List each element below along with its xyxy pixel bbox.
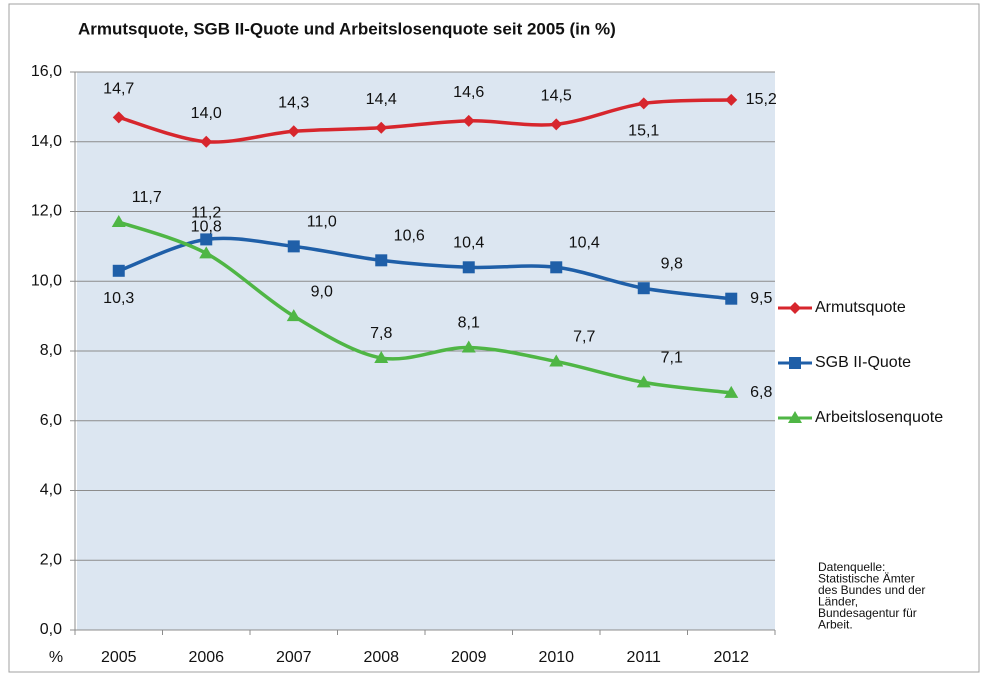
data-label: 15,2 bbox=[746, 91, 777, 108]
x-tick-label: 2009 bbox=[451, 649, 487, 666]
source-note: Bundesagentur für bbox=[818, 606, 917, 620]
y-tick-label: 4,0 bbox=[40, 482, 62, 499]
x-tick-label: 2010 bbox=[538, 649, 574, 666]
x-tick-label: 2007 bbox=[276, 649, 312, 666]
marker bbox=[636, 375, 651, 388]
data-label: 14,5 bbox=[541, 88, 572, 105]
data-label: 9,8 bbox=[661, 255, 683, 272]
data-label: 10,4 bbox=[453, 235, 484, 252]
source-note: Arbeit. bbox=[818, 618, 853, 632]
chart-title: Armutsquote, SGB II-Quote und Arbeitslos… bbox=[78, 19, 616, 38]
marker bbox=[550, 118, 563, 131]
x-tick-label: 2011 bbox=[627, 649, 662, 666]
x-tick-label: 2008 bbox=[363, 649, 399, 666]
data-label: 8,1 bbox=[458, 315, 480, 332]
y-tick-label: 12,0 bbox=[31, 203, 62, 220]
data-label: 11,0 bbox=[307, 214, 337, 231]
marker bbox=[112, 264, 125, 277]
y-tick-label: 16,0 bbox=[31, 63, 62, 80]
legend-label: SGB II-Quote bbox=[815, 354, 911, 371]
y-tick-label: 6,0 bbox=[40, 412, 62, 429]
marker bbox=[287, 240, 300, 253]
source-note: Länder, bbox=[818, 595, 858, 609]
marker bbox=[725, 93, 738, 106]
data-label: 14,6 bbox=[453, 84, 484, 101]
y-tick-label: 8,0 bbox=[40, 342, 62, 359]
marker bbox=[462, 261, 475, 274]
data-label: 7,1 bbox=[661, 350, 683, 367]
legend-label: Armutsquote bbox=[815, 299, 906, 316]
y-tick-label: 10,0 bbox=[31, 272, 62, 289]
data-label: 14,7 bbox=[103, 81, 134, 98]
marker bbox=[286, 309, 301, 322]
marker bbox=[287, 125, 300, 138]
marker bbox=[375, 254, 388, 267]
source-note: Datenquelle: bbox=[818, 560, 885, 574]
marker bbox=[550, 261, 563, 274]
marker bbox=[200, 233, 213, 246]
source-note: des Bundes und der bbox=[818, 583, 925, 597]
data-label: 10,6 bbox=[394, 228, 425, 245]
legend-label: Arbeitslosenquote bbox=[815, 409, 943, 426]
data-label: 7,7 bbox=[573, 329, 595, 346]
data-label: 11,2 bbox=[191, 205, 221, 222]
marker bbox=[375, 121, 388, 134]
data-label: 6,8 bbox=[750, 384, 772, 401]
y-tick-label: 14,0 bbox=[31, 133, 62, 150]
marker bbox=[549, 354, 564, 367]
marker bbox=[637, 97, 650, 110]
marker bbox=[374, 350, 389, 363]
marker bbox=[199, 246, 214, 259]
data-label: 10,3 bbox=[103, 290, 134, 307]
x-tick-label: 2012 bbox=[713, 649, 749, 666]
marker bbox=[724, 385, 739, 398]
x-tick-label: 2006 bbox=[188, 649, 224, 666]
marker bbox=[789, 357, 801, 369]
y-axis-label: % bbox=[49, 649, 63, 666]
data-label: 7,8 bbox=[370, 325, 392, 342]
marker bbox=[637, 282, 650, 295]
marker bbox=[789, 302, 801, 314]
y-tick-label: 2,0 bbox=[40, 551, 62, 568]
series-line bbox=[118, 220, 732, 395]
data-label: 14,4 bbox=[366, 91, 397, 108]
marker bbox=[111, 214, 126, 227]
x-tick-label: 2005 bbox=[101, 649, 137, 666]
marker bbox=[461, 340, 476, 353]
source-note: Statistische Ämter bbox=[818, 572, 915, 586]
data-label: 10,8 bbox=[191, 219, 222, 236]
data-label: 9,5 bbox=[750, 290, 772, 307]
marker bbox=[788, 411, 802, 423]
data-label: 15,1 bbox=[628, 123, 659, 140]
data-label: 11,7 bbox=[132, 189, 162, 206]
y-tick-label: 0,0 bbox=[40, 621, 62, 638]
marker bbox=[725, 292, 738, 305]
marker bbox=[462, 114, 475, 127]
data-label: 14,0 bbox=[191, 105, 222, 122]
data-label: 10,4 bbox=[569, 235, 600, 252]
marker bbox=[112, 111, 125, 124]
series-line bbox=[118, 98, 732, 144]
marker bbox=[200, 135, 213, 148]
data-label: 14,3 bbox=[278, 95, 309, 112]
data-label: 9,0 bbox=[311, 283, 333, 300]
series-line bbox=[118, 236, 732, 301]
